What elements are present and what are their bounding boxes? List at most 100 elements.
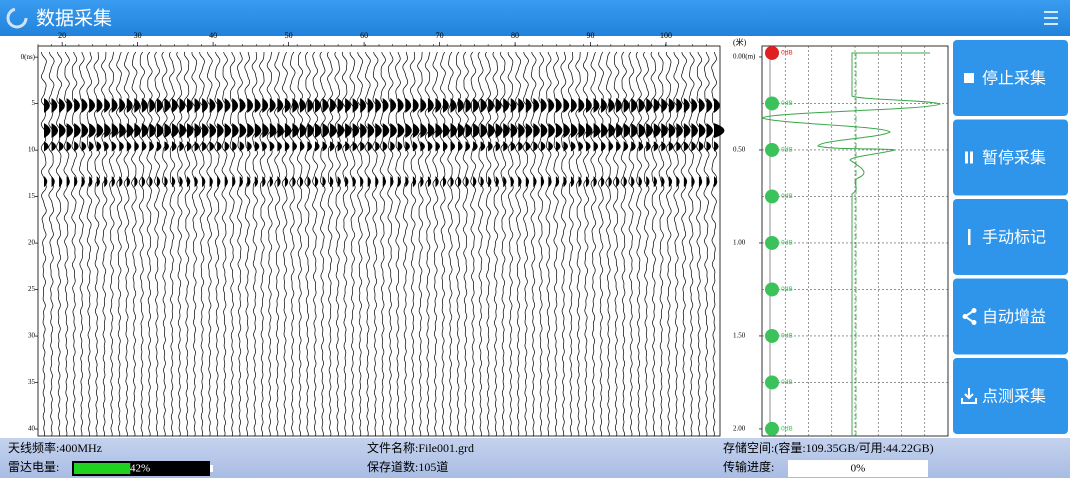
trace-lobe [405, 98, 411, 113]
trace-lobe [420, 176, 423, 187]
trace-lobe [240, 123, 247, 138]
trace-lobe [255, 141, 260, 151]
x-tick-label: 20 [58, 31, 66, 40]
trace-lobe [52, 176, 55, 187]
trace-lobe [646, 98, 652, 113]
trace-lobe [420, 123, 427, 138]
gain-point[interactable] [765, 189, 779, 203]
trace-lobe [646, 141, 651, 151]
trace-lobe [270, 141, 275, 151]
trace-lobe [631, 141, 636, 151]
trace-lobe [496, 123, 503, 138]
trace-lobe [172, 176, 175, 187]
trace-lobe [44, 176, 47, 187]
trace-lobe [97, 98, 103, 113]
trace-lobe [225, 176, 228, 187]
gain-point[interactable] [765, 96, 779, 110]
gain-point[interactable] [765, 422, 779, 436]
trace-lobe [435, 141, 440, 151]
trace-lobe [44, 141, 49, 151]
trace-lobe [353, 123, 360, 138]
trace-lobe [74, 141, 79, 151]
trace-lobe [435, 123, 442, 138]
trace-lobe [232, 123, 239, 138]
y-tick-label: 40 [28, 425, 36, 433]
trace-lobe [654, 123, 661, 138]
trace-lobe [473, 176, 476, 187]
icon-share-dot [963, 314, 968, 319]
trace-lobe [609, 141, 614, 151]
trace-lobe [526, 176, 529, 187]
trace-lobe [518, 141, 523, 151]
trace-lobe [262, 141, 267, 151]
trace-lobe [699, 176, 702, 187]
trace-lobe [300, 141, 305, 151]
trace-lobe [149, 176, 152, 187]
trace-lobe [315, 123, 322, 138]
trace-lobe [413, 141, 418, 151]
gain-point[interactable] [765, 143, 779, 157]
trace-lobe [74, 98, 80, 113]
trace-lobe [435, 176, 438, 187]
trace-lobe [654, 141, 659, 151]
trace-lobe [292, 176, 295, 187]
trace-lobe [405, 141, 410, 151]
trace-lobe [661, 123, 668, 138]
trace-lobe [428, 123, 435, 138]
trace-lobe [473, 123, 480, 138]
trace-lobe [609, 176, 612, 187]
trace-lobe [195, 141, 200, 151]
title-bar [0, 0, 1070, 36]
trace-lobe [104, 141, 109, 151]
trace-lobe [563, 98, 569, 113]
trace-lobe [210, 141, 215, 151]
trace-lobe [262, 123, 269, 138]
trace-lobe [533, 141, 538, 151]
trace-lobe [616, 98, 622, 113]
trace-lobe [270, 176, 273, 187]
icon-share-dot [972, 308, 977, 313]
trace-lobe [706, 123, 713, 138]
trace-lobe [270, 123, 277, 138]
trace-lobe [661, 141, 666, 151]
trace-lobe [699, 98, 705, 113]
trace-lobe [458, 176, 461, 187]
antenna-frequency: 天线频率:400MHz [8, 440, 102, 455]
trace-lobe [225, 123, 232, 138]
trace-lobe [202, 176, 205, 187]
gain-point[interactable] [765, 375, 779, 389]
icon-stop [964, 73, 974, 83]
trace-lobe [172, 98, 178, 113]
trace-lobe [180, 176, 183, 187]
button-label: 点测采集 [982, 387, 1046, 406]
trace-lobe [89, 123, 96, 138]
gain-points: 0dB0dB0dB0dB0dB0dB0dB0dB0dB [765, 46, 793, 436]
gain-point[interactable] [765, 282, 779, 296]
trace-lobe [676, 176, 679, 187]
trace-lobe [217, 176, 220, 187]
trace-lobe [661, 176, 664, 187]
trace-lobe [390, 123, 397, 138]
battery-text: 42% [130, 463, 150, 475]
trace-lobe [59, 123, 66, 138]
trace-lobe [398, 123, 405, 138]
trace-lobe [496, 176, 499, 187]
depth-unit: (米) [733, 37, 747, 47]
trace-lobe [631, 98, 637, 113]
depth-tick-label: 1.00 [733, 239, 746, 247]
trace-lobe [443, 176, 446, 187]
y-tick-label: 20 [28, 239, 36, 247]
trace-lobe [594, 176, 597, 187]
trace-lobe [262, 176, 265, 187]
gain-point[interactable] [765, 236, 779, 250]
trace-lobe [285, 176, 288, 187]
battery-level [74, 463, 130, 474]
trace-lobe [571, 141, 576, 151]
trace-lobe [684, 98, 690, 113]
trace-lobe [142, 98, 148, 113]
gain-point[interactable] [765, 46, 779, 60]
trace-lobe [451, 141, 456, 151]
x-tick-label: 80 [511, 31, 519, 40]
gain-point[interactable] [765, 329, 779, 343]
trace-lobe [669, 123, 676, 138]
